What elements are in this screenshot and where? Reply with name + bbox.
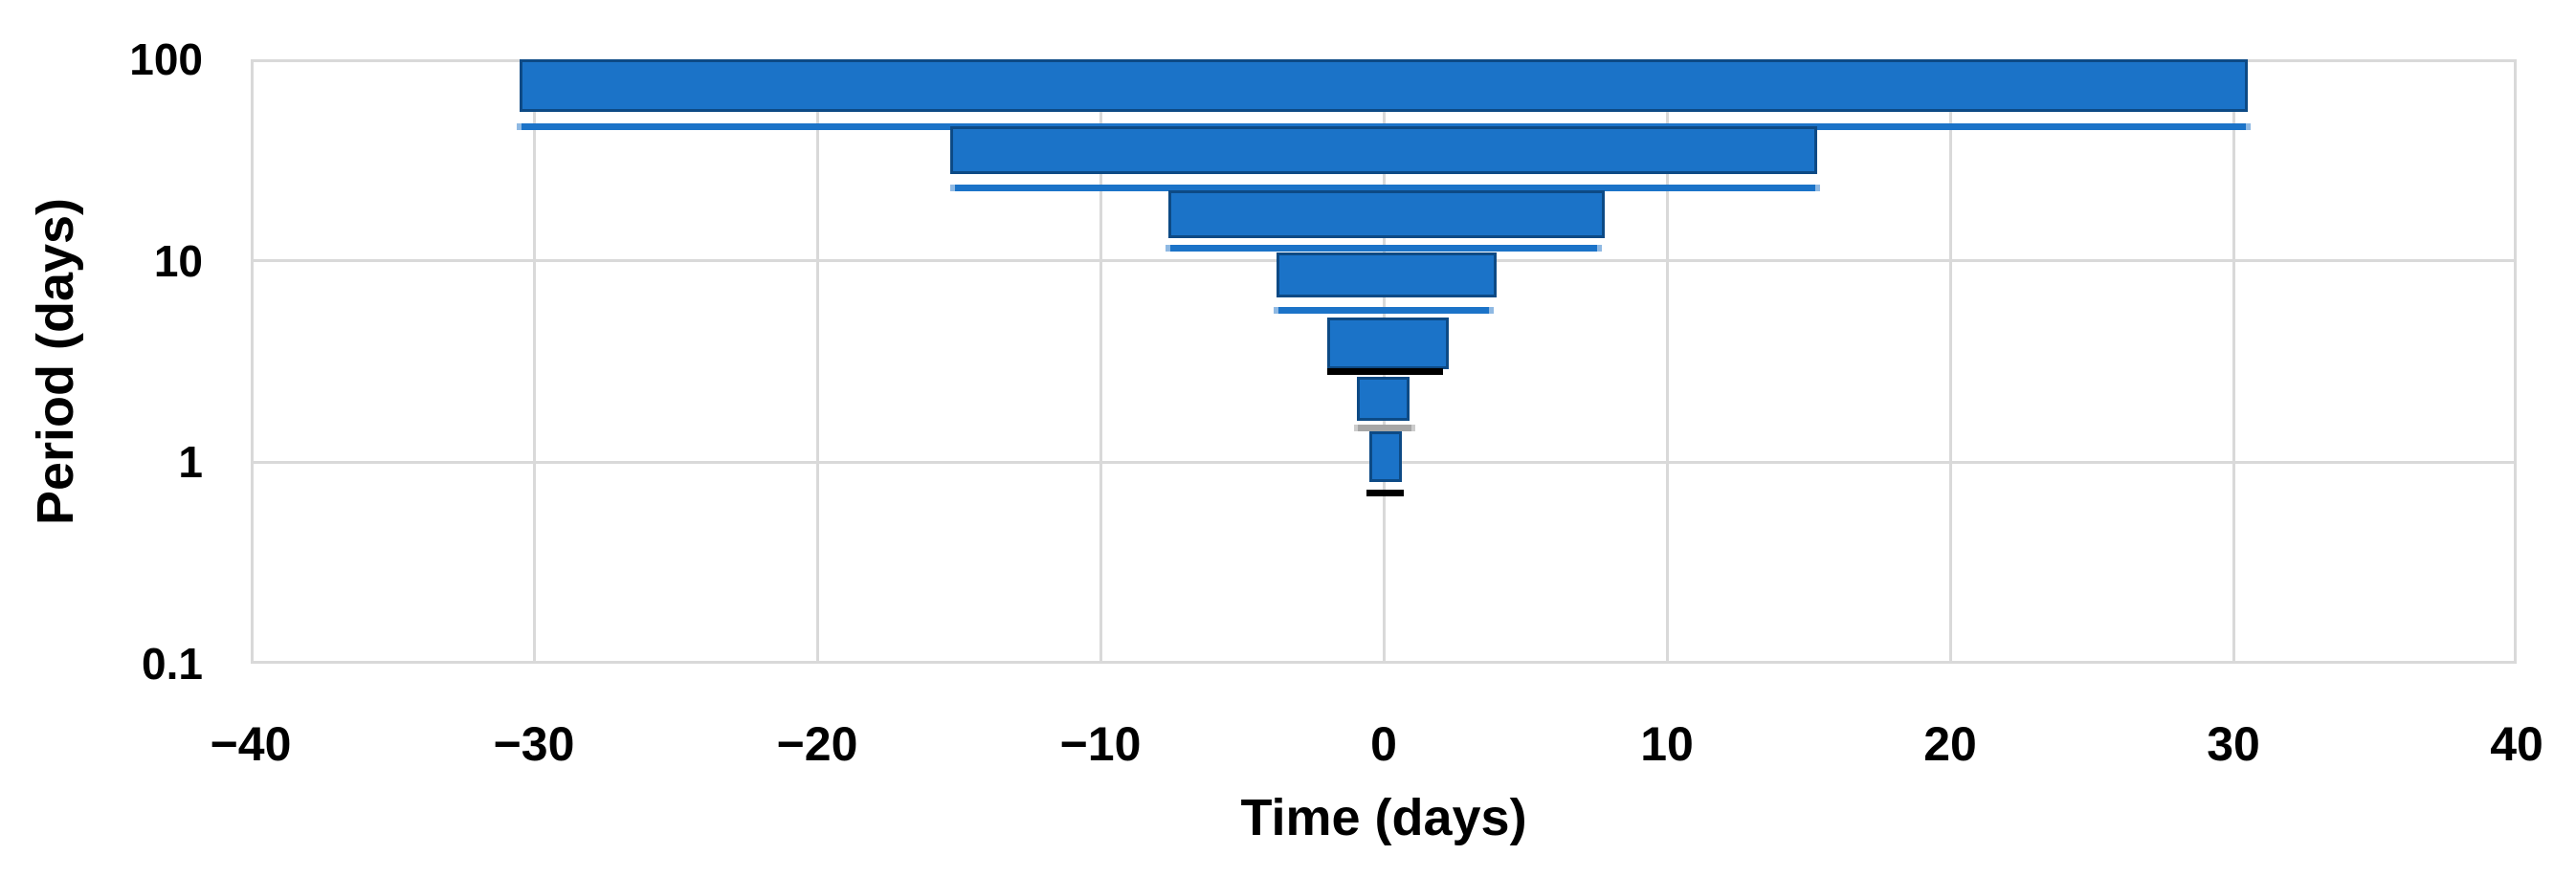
x-axis-title: Time (days) [1240,789,1527,846]
underline-band-7 [1366,490,1404,497]
bar-band-4 [1276,252,1498,297]
bar-band-3 [1168,189,1605,239]
underline-band-2 [950,184,1820,191]
grid-line-x-20 [1948,59,1952,664]
bar-band-5 [1326,318,1450,369]
grid-line-x-30 [2232,59,2235,664]
y-tick-label-0_1: 0.1 [142,639,203,689]
x-tick-label--30: −30 [493,717,575,771]
x-tick-label-10: 10 [1640,717,1694,771]
x-tick-label-0: 0 [1370,717,1397,771]
underline-band-5 [1326,367,1444,375]
bar-band-6 [1356,376,1410,421]
x-tick-label-40: 40 [2490,717,2543,771]
grid-line-x-10 [1665,59,1669,664]
grid-line-x--30 [532,59,536,664]
x-tick-label-20: 20 [1923,717,1977,771]
underline-band-4 [1273,306,1495,314]
underline-band-6 [1353,424,1415,431]
x-tick-label--10: −10 [1059,717,1142,771]
x-tick-label--20: −20 [776,717,858,771]
underline-band-3 [1166,244,1602,252]
x-tick-label--40: −40 [210,717,292,771]
bar-band-2 [950,125,1817,174]
y-axis-title: Period (days) [27,197,84,526]
y-tick-label-100: 100 [129,34,203,84]
x-tick-label-30: 30 [2207,717,2260,771]
grid-line-x--20 [815,59,819,664]
bar-band-7 [1369,430,1402,482]
grid-line-x--10 [1099,59,1102,664]
bar-band-1 [520,59,2248,113]
y-tick-label-10: 10 [153,235,203,286]
y-tick-label-1: 1 [178,437,203,488]
